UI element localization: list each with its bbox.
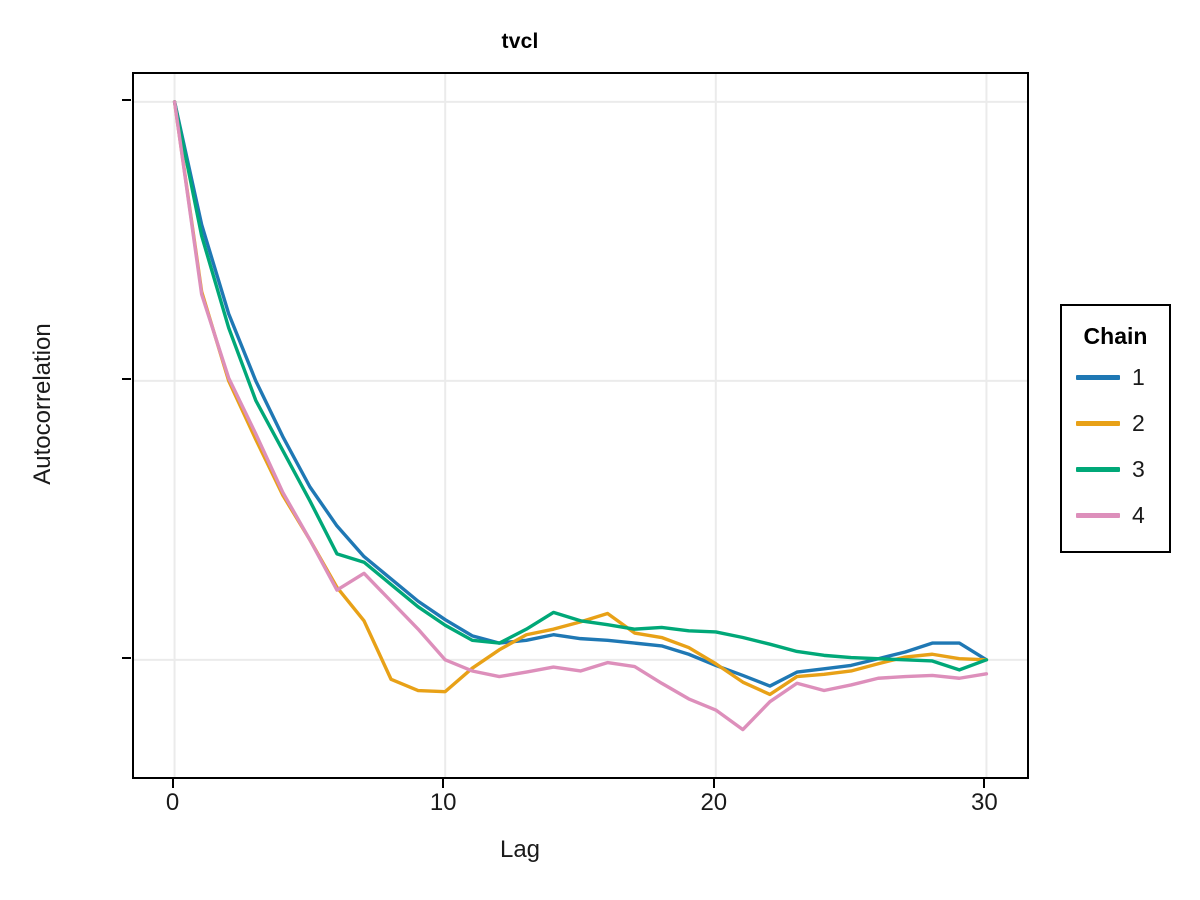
legend-title: Chain [1083,323,1148,349]
gridlines [134,74,1027,777]
legend-box: Chain 1 2 3 4 [1060,304,1171,553]
x-tick-mark [171,779,174,788]
legend-entry-label: 2 [1132,409,1145,436]
page-title: tvcl [501,30,539,53]
series-line-chain-2 [172,100,989,697]
legend-entry-chain-2[interactable]: 2 [1076,409,1156,436]
legend-entry-chain-3[interactable]: 3 [1076,455,1156,482]
legend-entry-label: 4 [1132,501,1145,528]
legend-entry-chain-4[interactable]: 4 [1076,501,1156,528]
legend-color-swatch-icon [1076,512,1120,518]
legend-color-swatch-icon [1076,420,1120,426]
x-tick-label: 0 [165,789,180,816]
plot-area-svg [134,74,1027,777]
y-tick-mark [122,656,131,659]
y-axis-title: Autocorrelation [29,323,56,485]
series-line-chain-4 [172,100,989,732]
series-line-chain-3 [172,100,989,672]
x-tick-mark [442,779,445,788]
legend-color-swatch-icon [1076,466,1120,472]
y-tick-mark [122,377,131,380]
x-axis-title: Lag [499,836,541,863]
legend-color-swatch-icon [1076,374,1120,380]
x-tick-label: 30 [971,789,998,816]
x-tick-mark [712,779,715,788]
plot-panel [132,72,1029,779]
x-tick-label: 20 [700,789,728,816]
series-line-chain-1 [172,100,989,688]
legend-entry-label: 1 [1132,363,1145,390]
legend-entry-label: 3 [1132,455,1145,482]
data-series-group [172,100,989,732]
legend-entry-chain-1[interactable]: 1 [1076,363,1156,390]
x-tick-label: 10 [429,789,457,816]
y-tick-mark [122,98,131,101]
x-tick-mark [983,779,986,788]
